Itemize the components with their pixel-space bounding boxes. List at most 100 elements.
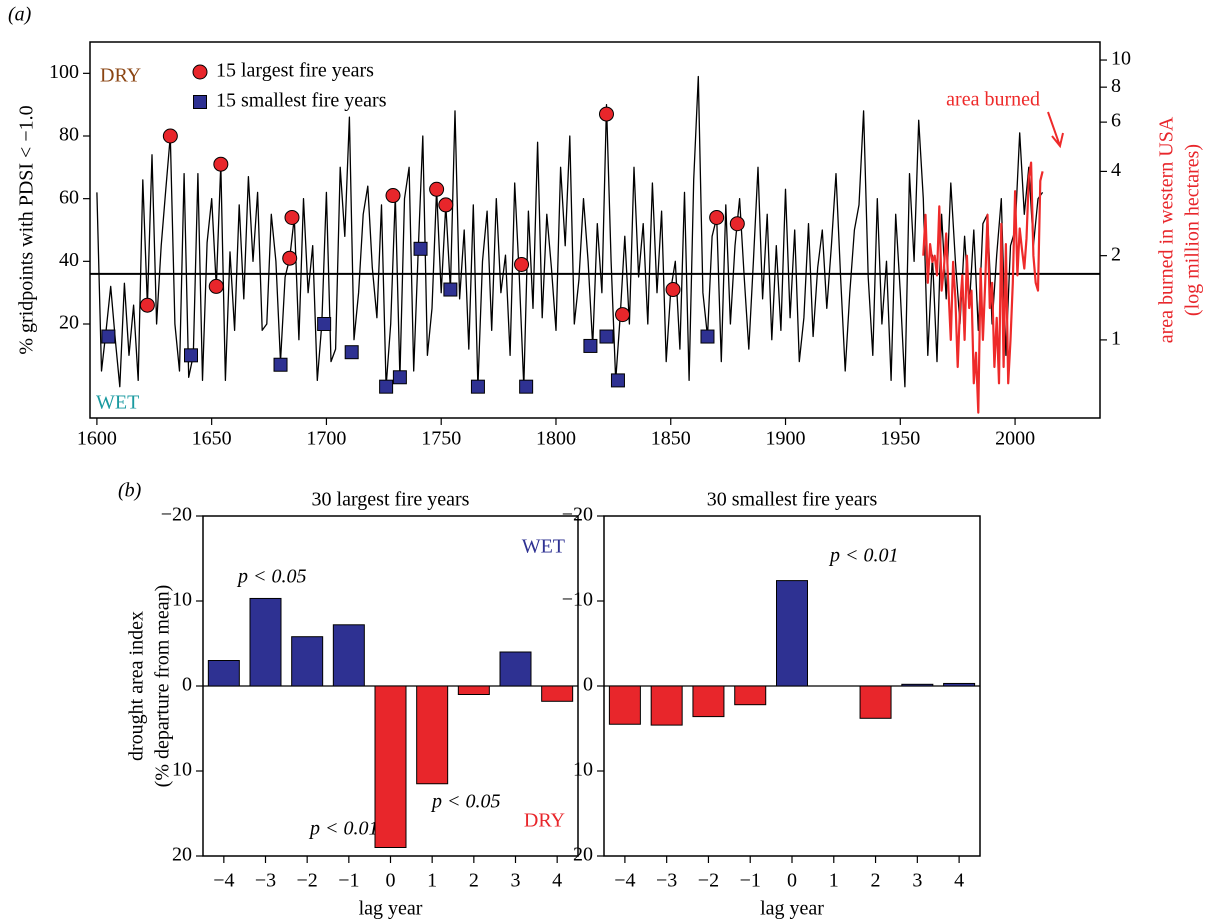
y-tick-label: −20 [562, 504, 593, 526]
bar [650, 685, 683, 726]
marker [213, 156, 229, 172]
annotation: DRY [524, 810, 565, 832]
annotation: WET [522, 536, 565, 558]
x-tick-label: 3 [912, 870, 922, 892]
x-axis-label: lag year [359, 898, 423, 920]
marker [665, 282, 681, 298]
bar [541, 685, 574, 702]
x-tick-label: 4 [954, 870, 964, 892]
marker [184, 348, 198, 363]
bar [374, 685, 407, 848]
y-tick-label: −10 [562, 589, 593, 611]
x-tick-label: −3 [656, 870, 677, 892]
arrow [1047, 111, 1064, 149]
legend-label: 15 largest fire years [216, 60, 374, 82]
plot-frame [202, 515, 579, 857]
x-tick-label: 2 [469, 870, 479, 892]
bar [943, 682, 976, 687]
x-tick-label: 2 [871, 870, 881, 892]
marker [413, 241, 428, 256]
y2-tick-label: 2 [1111, 243, 1121, 265]
panel-label: (b) [118, 480, 142, 502]
x-tick-label: 1850 [651, 428, 691, 450]
x-tick-label: −3 [255, 870, 276, 892]
marker [162, 128, 178, 144]
marker [139, 297, 155, 313]
annotation: p < 0.05 [430, 791, 501, 813]
bar [332, 624, 365, 687]
marker [317, 317, 332, 331]
y-tick-label: 100 [49, 61, 79, 83]
x-tick-label: 0 [787, 870, 797, 892]
y2-axis-label: (log million hectares) [1182, 144, 1204, 316]
x-tick-label: 1 [829, 870, 839, 892]
y-tick-label: 10 [573, 759, 593, 781]
y-tick-label: 40 [59, 249, 79, 271]
y-tick-label: 60 [59, 186, 79, 208]
y-axis-label: drought area index [126, 611, 148, 761]
annotation: DRY [100, 65, 141, 87]
y-tick-label: 10 [172, 759, 192, 781]
marker [282, 250, 298, 266]
x-tick-label: 3 [511, 870, 521, 892]
marker [284, 209, 300, 225]
bar [207, 660, 240, 687]
y-tick-label: 20 [172, 844, 192, 866]
x-tick-label: −4 [213, 870, 234, 892]
marker [273, 357, 288, 372]
plot-frame [89, 41, 1101, 419]
x-tick-label: 4 [552, 870, 562, 892]
bar [416, 685, 449, 785]
marker [392, 370, 407, 385]
x-tick-label: 0 [386, 870, 396, 892]
y-tick-label: −20 [161, 504, 192, 526]
bar [734, 685, 767, 706]
bar [499, 651, 532, 687]
bar [776, 580, 808, 687]
marker [514, 256, 530, 272]
marker [470, 379, 485, 394]
y-tick-label: −10 [161, 589, 192, 611]
marker [443, 282, 458, 297]
series-line [96, 75, 1044, 388]
series-label: area burned [946, 89, 1040, 111]
bar [608, 685, 641, 725]
annotation: p < 0.01 [308, 818, 379, 840]
marker [700, 329, 715, 344]
marker [208, 278, 224, 294]
y2-axis-label: area burned in western USA [1156, 116, 1178, 343]
marker [438, 197, 454, 213]
y2-tick-label: 8 [1111, 75, 1121, 97]
y-tick-label: 80 [59, 124, 79, 146]
x-tick-label: 1950 [880, 428, 920, 450]
y2-tick-label: 1 [1111, 328, 1121, 350]
plot-frame [603, 515, 981, 857]
y-tick-label: 20 [573, 844, 593, 866]
y-axis-label: (% departure from mean) [152, 585, 174, 788]
x-tick-label: 1 [427, 870, 437, 892]
annotation: p < 0.01 [828, 545, 899, 567]
bar [692, 685, 725, 718]
panel-label: (a) [8, 4, 32, 26]
chart-title: 30 smallest fire years [707, 489, 878, 511]
series-line [922, 161, 1044, 414]
x-tick-label: 1700 [306, 428, 346, 450]
marker [344, 345, 359, 360]
legend-symbol [192, 64, 208, 80]
bar [859, 685, 892, 719]
marker [615, 307, 631, 323]
bar [457, 685, 490, 695]
y-axis-label: % gridpoints with PDSI < −1.0 [16, 105, 38, 354]
bar [291, 636, 324, 687]
x-tick-label: −2 [698, 870, 719, 892]
x-tick-label: 2000 [995, 428, 1035, 450]
marker [729, 216, 745, 232]
x-tick-label: 1750 [421, 428, 461, 450]
y-tick-label: 0 [583, 674, 593, 696]
legend-symbol [193, 95, 207, 109]
x-tick-label: −2 [297, 870, 318, 892]
bar [901, 683, 934, 687]
y2-tick-label: 6 [1111, 110, 1121, 132]
legend-label: 15 smallest fire years [216, 90, 387, 112]
